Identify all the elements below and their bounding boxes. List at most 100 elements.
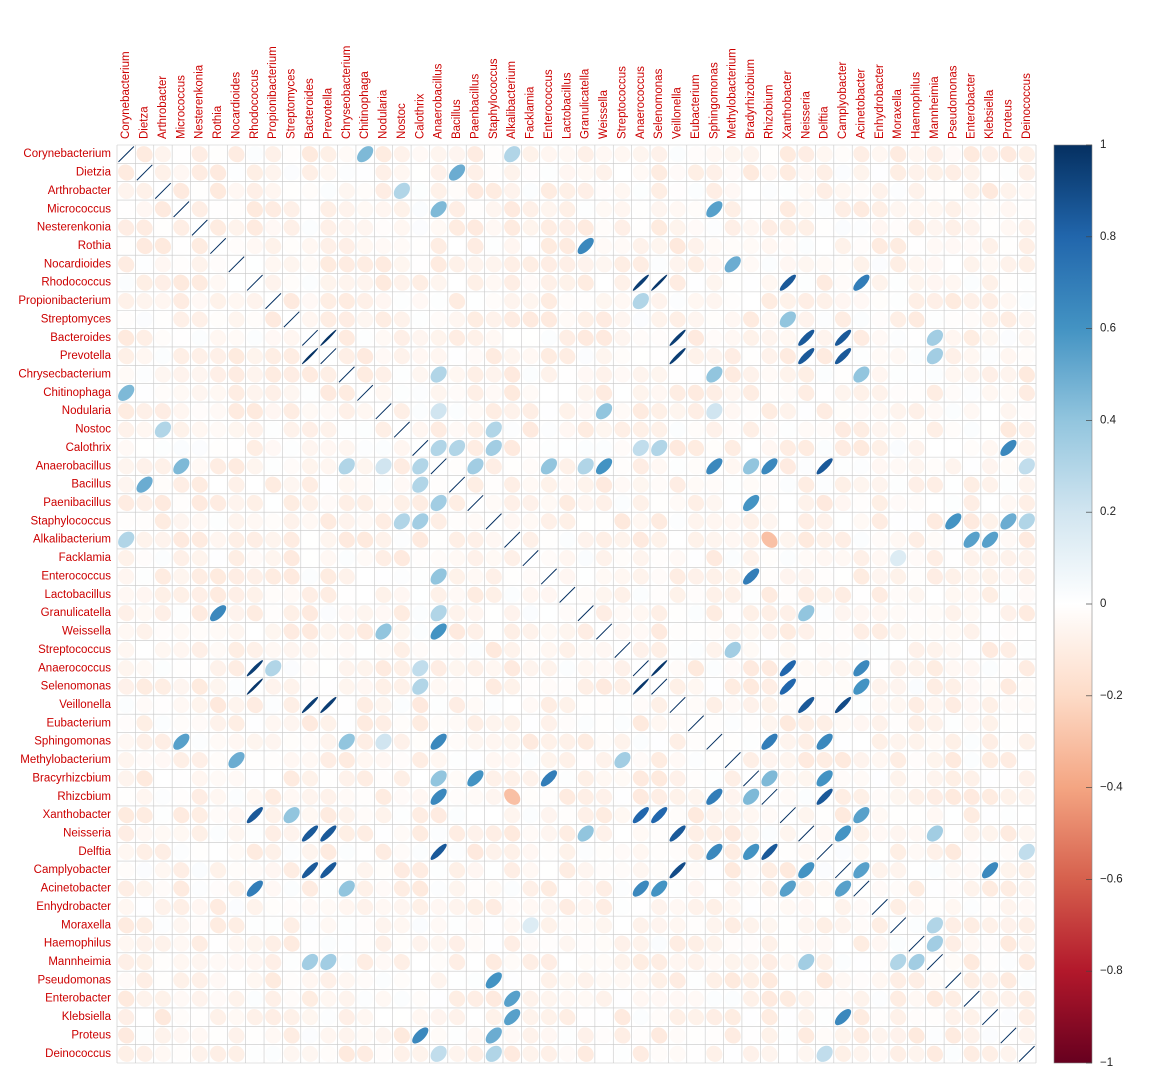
correlation-ellipse [706, 329, 723, 346]
correlation-ellipse [246, 348, 263, 365]
column-label: Lactobacillus [561, 72, 573, 139]
correlation-ellipse [651, 146, 668, 163]
correlation-ellipse [467, 972, 484, 989]
correlation-ellipse [743, 935, 760, 952]
column-label: Enterobacter [966, 73, 978, 139]
correlation-ellipse [706, 898, 723, 916]
correlation-ellipse [577, 256, 594, 273]
correlation-ellipse [118, 660, 135, 677]
correlation-ellipse [357, 1027, 374, 1044]
correlation-ellipse [320, 311, 337, 328]
row-label: Pseudomonas [37, 974, 111, 986]
correlation-ellipse [871, 550, 888, 567]
correlation-ellipse [154, 421, 172, 438]
diagonal-mark [448, 476, 466, 493]
correlation-ellipse [798, 788, 815, 805]
column-label: Granulicatella [580, 68, 592, 139]
correlation-ellipse [559, 146, 576, 163]
correlation-ellipse [412, 550, 429, 567]
correlation-ellipse [871, 513, 888, 530]
row-label: Sphingomonas [34, 736, 111, 748]
correlation-ellipse [890, 403, 907, 420]
correlation-ellipse [743, 256, 760, 273]
correlation-ellipse [632, 917, 649, 934]
correlation-ellipse [890, 292, 907, 310]
correlation-ellipse [816, 146, 833, 163]
correlation-ellipse [559, 531, 576, 548]
correlation-ellipse [724, 605, 741, 622]
column-label: Veillonella [672, 87, 684, 139]
correlation-ellipse [706, 660, 723, 677]
correlation-ellipse [173, 568, 190, 585]
correlation-ellipse [357, 311, 374, 328]
row-label: Bacillus [71, 479, 111, 491]
correlation-ellipse [926, 274, 943, 291]
correlation-ellipse [963, 421, 980, 438]
correlation-ellipse [485, 531, 502, 548]
correlation-ellipse [467, 513, 484, 530]
correlation-ellipse [357, 366, 374, 383]
correlation-ellipse [522, 439, 539, 457]
correlation-ellipse [430, 1045, 447, 1062]
correlation-ellipse [687, 770, 705, 787]
correlation-ellipse [926, 586, 943, 603]
correlation-ellipse [559, 439, 576, 457]
correlation-ellipse [173, 476, 190, 493]
correlation-ellipse [522, 788, 539, 805]
correlation-ellipse [1000, 935, 1017, 952]
correlation-ellipse [154, 476, 172, 493]
correlation-ellipse [485, 1045, 502, 1062]
correlation-ellipse [724, 880, 741, 897]
correlation-ellipse [357, 329, 374, 346]
correlation-ellipse [926, 1009, 943, 1026]
correlation-ellipse [283, 770, 300, 787]
correlation-ellipse [210, 880, 227, 897]
correlation-ellipse [743, 201, 760, 218]
correlation-ellipse [577, 146, 594, 163]
correlation-ellipse [945, 256, 962, 273]
correlation-ellipse [614, 843, 631, 860]
correlation-ellipse [522, 623, 539, 640]
column-label: Anaerobacillus [433, 63, 445, 139]
correlation-ellipse [559, 678, 576, 695]
correlation-ellipse [706, 623, 723, 640]
correlation-ellipse [632, 586, 649, 603]
correlation-ellipse [320, 146, 337, 163]
correlation-ellipse [210, 623, 227, 640]
correlation-ellipse [191, 917, 208, 934]
correlation-ellipse [522, 329, 539, 346]
correlation-ellipse [504, 494, 521, 512]
correlation-ellipse [559, 696, 576, 714]
correlation-ellipse [890, 146, 907, 163]
correlation-ellipse [283, 825, 300, 842]
correlation-ellipse [1000, 696, 1017, 714]
correlation-ellipse [173, 641, 190, 658]
correlation-ellipse [981, 917, 999, 934]
correlation-ellipse [559, 733, 576, 750]
correlation-ellipse [448, 678, 466, 695]
correlation-ellipse [926, 311, 943, 328]
correlation-ellipse [595, 531, 613, 548]
correlation-ellipse [816, 531, 833, 548]
correlation-ellipse [375, 953, 392, 971]
correlation-ellipse [448, 219, 466, 236]
correlation-ellipse [761, 384, 778, 401]
column-label: Dietza [139, 106, 151, 139]
correlation-ellipse [945, 531, 962, 548]
correlation-ellipse [393, 641, 410, 658]
correlation-ellipse [816, 550, 833, 567]
correlation-ellipse [871, 641, 888, 658]
correlation-ellipse [136, 384, 153, 401]
correlation-ellipse [430, 256, 447, 273]
correlation-ellipse [173, 311, 190, 328]
correlation-ellipse [871, 458, 888, 475]
correlation-ellipse [504, 935, 521, 952]
correlation-ellipse [246, 917, 263, 934]
row-label: Selenomonas [41, 681, 112, 693]
correlation-ellipse [908, 605, 925, 622]
correlation-ellipse [926, 605, 943, 622]
column-label: Micrococcus [175, 75, 187, 139]
correlation-ellipse [779, 146, 796, 163]
correlation-ellipse [743, 715, 760, 732]
correlation-ellipse [743, 348, 760, 365]
